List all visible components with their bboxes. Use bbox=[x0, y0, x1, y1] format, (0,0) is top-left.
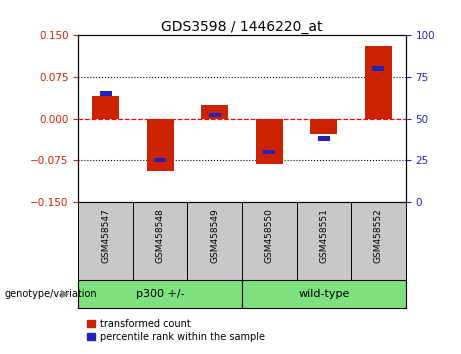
Bar bbox=[242, 202, 296, 280]
Bar bbox=[310, 119, 337, 134]
Bar bbox=[78, 202, 133, 280]
Bar bbox=[154, 158, 166, 162]
Bar bbox=[242, 280, 406, 308]
Text: ▶: ▶ bbox=[61, 289, 69, 299]
Text: GSM458551: GSM458551 bbox=[319, 208, 328, 263]
Bar bbox=[296, 202, 351, 280]
Bar bbox=[147, 119, 174, 171]
Text: GSM458548: GSM458548 bbox=[156, 208, 165, 263]
Bar bbox=[263, 150, 275, 154]
Bar bbox=[256, 119, 283, 164]
Text: GSM458552: GSM458552 bbox=[374, 208, 383, 263]
Title: GDS3598 / 1446220_at: GDS3598 / 1446220_at bbox=[161, 21, 323, 34]
Bar bbox=[351, 202, 406, 280]
Bar bbox=[201, 105, 228, 119]
Bar bbox=[100, 91, 112, 96]
Bar bbox=[92, 96, 119, 119]
Text: genotype/variation: genotype/variation bbox=[5, 289, 97, 299]
Bar bbox=[209, 113, 221, 118]
Bar bbox=[318, 136, 330, 141]
Bar bbox=[133, 202, 188, 280]
Bar bbox=[365, 46, 392, 119]
Bar bbox=[188, 202, 242, 280]
Legend: transformed count, percentile rank within the sample: transformed count, percentile rank withi… bbox=[83, 315, 269, 346]
Text: GSM458547: GSM458547 bbox=[101, 208, 110, 263]
Text: GSM458549: GSM458549 bbox=[210, 208, 219, 263]
Bar bbox=[78, 280, 242, 308]
Text: p300 +/-: p300 +/- bbox=[136, 289, 184, 299]
Bar bbox=[372, 67, 384, 71]
Text: GSM458550: GSM458550 bbox=[265, 208, 274, 263]
Text: wild-type: wild-type bbox=[298, 289, 349, 299]
